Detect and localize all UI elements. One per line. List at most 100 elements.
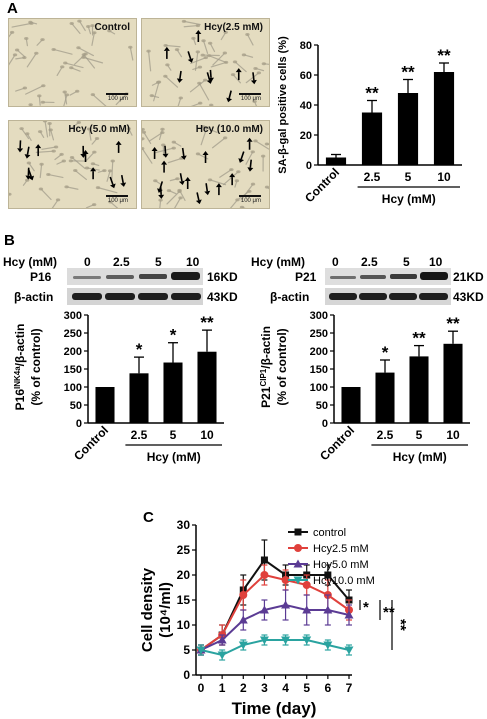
cell-texture [9,121,133,208]
y-tick-label: 200 [310,346,328,358]
cell-body [12,53,18,57]
cell-body [59,152,64,156]
cell-body [69,155,75,159]
marker-circle [239,591,248,599]
cell-process [38,95,41,106]
cell-process [40,188,52,201]
x-category-label: 10 [437,170,451,184]
panel-label-a: A [7,0,18,17]
bar [95,387,115,423]
arrow-shaft [206,72,211,81]
series-hcy5-0-mm [196,589,354,656]
arrow-icon [215,183,222,196]
y-tick-label: 80 [300,40,312,52]
cell-body [264,142,269,146]
marker-triangle-down [302,636,312,645]
cell-body [77,19,82,23]
y-tick-label: 0 [183,668,190,682]
cell-texture [9,19,134,106]
arrow-icon [24,146,31,159]
significance-mark: * [170,326,177,345]
bar [443,343,463,423]
cell-process [200,127,208,146]
y-tick-label: 200 [64,346,82,358]
cell-body [175,177,180,181]
arrow-shaft [26,146,30,155]
cell-body [253,139,258,143]
cell-body [149,94,154,98]
arrow-shaft [209,69,212,78]
cell-body [107,29,112,33]
cell-body [156,80,162,84]
cell-body [81,55,86,59]
series-hcy10-0-mm [196,634,354,661]
scale-bar [106,93,128,95]
marker-triangle-up [302,605,312,614]
x-tick-label: 4 [282,681,289,695]
cell-process [56,66,63,76]
cell-body [163,43,168,47]
lane-label: 2.5 [113,255,130,269]
arrow-shaft [164,145,167,154]
cell-body [42,121,48,123]
bar [325,157,347,165]
marker-square [294,528,302,536]
cell-process [245,151,254,165]
arrow-head [24,154,31,159]
arrow-icon [80,145,87,158]
arrow-icon [90,167,97,180]
cell-process [9,31,13,38]
arrow-icon [195,192,202,205]
series-line [200,639,350,657]
blot-band [330,276,356,279]
micrograph-hcy-2-5: Hcy(2.5 mM) 100 μm [141,18,270,107]
arrow-icon [180,147,187,160]
y-tick-label: 25 [177,543,191,557]
cell-process [35,150,55,154]
lane-label: 5 [403,255,410,269]
cell-process [143,131,152,145]
arrow-head [120,182,127,187]
significance-mark: * [363,599,369,616]
blot-band [390,274,417,279]
cell-process [41,146,57,150]
cell-body [128,45,133,49]
cell-process [68,121,80,131]
cell-body [163,74,168,78]
arrow-icon [195,29,202,42]
marker-triangle-up [217,635,227,644]
cell-process [71,22,81,35]
arrow-icon [162,145,169,158]
marker-triangle-down [281,636,291,645]
y-tick-label: 20 [177,568,191,582]
marker-triangle-down [344,646,354,655]
significance-mark: * [382,343,389,362]
x-category-label: 10 [446,428,460,442]
y-tick-label: 50 [70,400,82,412]
cell-body [38,187,44,191]
significance-mark: ** [392,619,409,631]
cell-body [241,53,247,57]
cell-body [40,38,45,42]
molecular-weight-label: 16KD [207,270,238,284]
molecular-weight-label: 43KD [207,290,238,304]
cell-process [245,72,260,84]
x-tick-label: 5 [303,681,310,695]
blot-band [360,275,386,279]
protein-label: P21 [295,270,317,284]
micrograph-hcy-5-0: Hcy (5.0 mM) 100 μm [8,120,137,209]
cell-body [61,159,66,163]
arrow-shaft [196,192,200,201]
cell-body [158,198,163,202]
cell-process [47,173,64,179]
superscript: CIP1 [259,368,268,386]
cell-body [142,137,145,141]
cell-process [211,137,226,149]
cell-process [238,190,250,200]
cell-body [94,137,100,141]
cell-process [232,74,242,84]
cell-process [73,53,87,65]
cell-body [203,56,208,60]
arrow-head [110,183,116,189]
x-category-label: 10 [200,428,214,442]
